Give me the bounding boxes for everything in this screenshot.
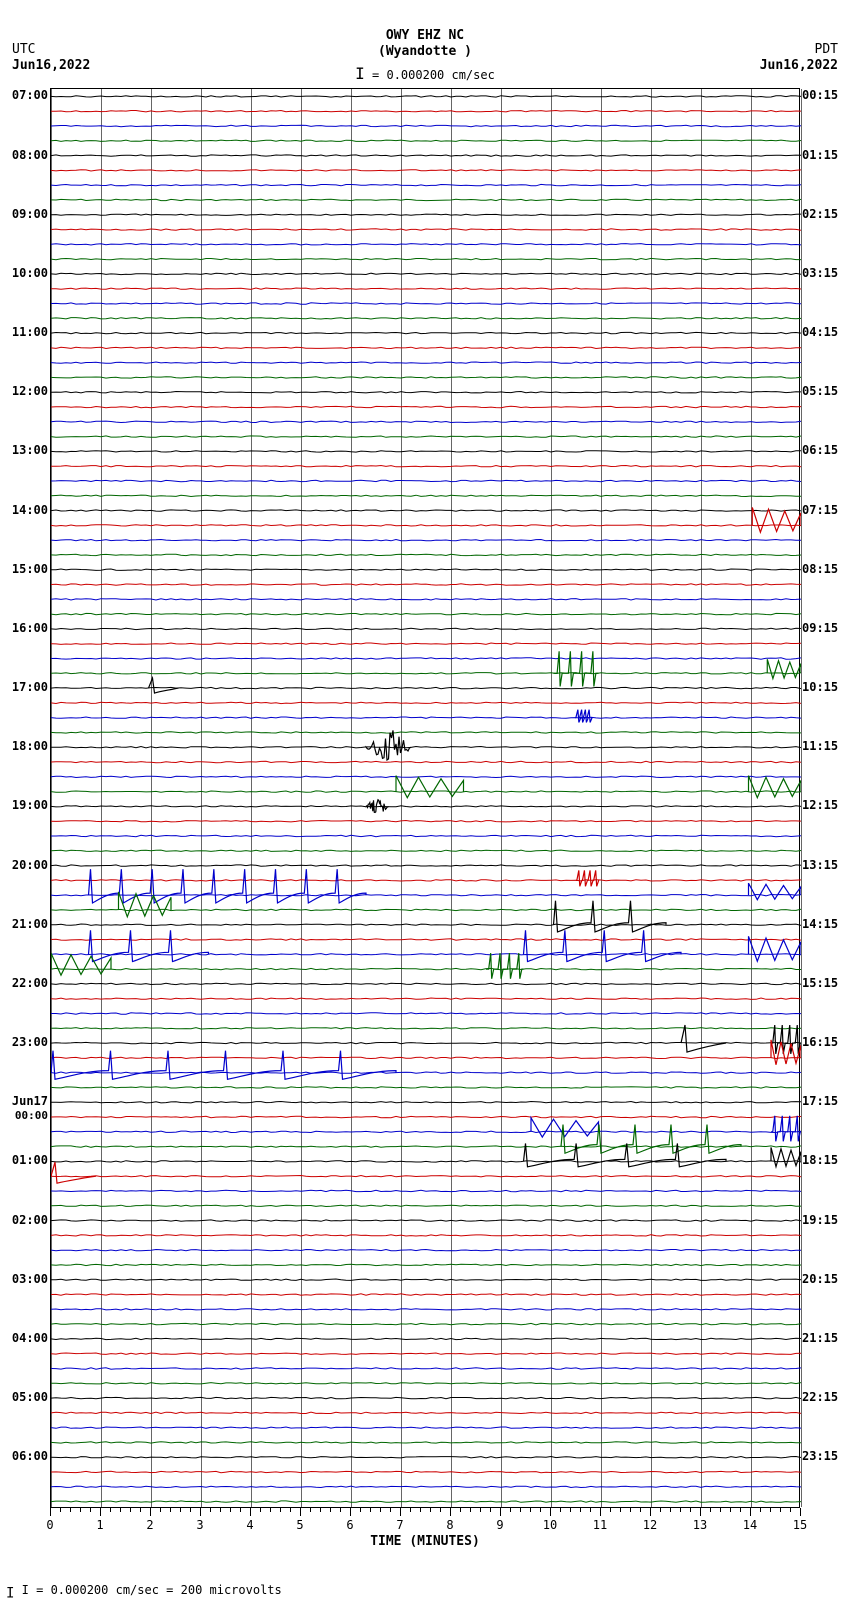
left-time-label: 21:00 [8, 917, 48, 931]
right-time-label: 00:15 [802, 88, 850, 102]
xaxis-tick-label: 1 [96, 1518, 103, 1532]
xaxis-tick-label: 12 [643, 1518, 657, 1532]
left-time-label: 08:00 [8, 148, 48, 162]
left-time-label: 15:00 [8, 562, 48, 576]
xaxis-tick-label: 7 [396, 1518, 403, 1532]
right-time-label: 14:15 [802, 917, 850, 931]
right-time-label: 23:15 [802, 1449, 850, 1463]
scale-glyph: I [355, 64, 365, 83]
left-time-label: 22:00 [8, 976, 48, 990]
right-time-label: 11:15 [802, 739, 850, 753]
right-time-label: 01:15 [802, 148, 850, 162]
right-time-label: 08:15 [802, 562, 850, 576]
right-time-label: 03:15 [802, 266, 850, 280]
footer-scale: I I = 0.000200 cm/sec = 200 microvolts [6, 1583, 282, 1601]
left-time-label: 09:00 [8, 207, 48, 221]
right-time-label: 04:15 [802, 325, 850, 339]
tz-left: UTC [12, 42, 35, 57]
left-time-label: 02:00 [8, 1213, 48, 1227]
xaxis-tick-label: 8 [446, 1518, 453, 1532]
right-time-label: 16:15 [802, 1035, 850, 1049]
right-time-label: 10:15 [802, 680, 850, 694]
left-time-label: 18:00 [8, 739, 48, 753]
xaxis-tick-label: 3 [196, 1518, 203, 1532]
left-time-label: 11:00 [8, 325, 48, 339]
right-time-label: 12:15 [802, 798, 850, 812]
date-right: Jun16,2022 [760, 58, 838, 73]
xaxis-tick-label: 13 [693, 1518, 707, 1532]
tz-right: PDT [815, 42, 838, 57]
left-time-label: 13:00 [8, 443, 48, 457]
scale-glyph-footer: I [6, 1585, 14, 1601]
left-time-label: 06:00 [8, 1449, 48, 1463]
left-time-label: 00:00 [8, 1109, 48, 1122]
xaxis-tick-label: 14 [743, 1518, 757, 1532]
station-name: (Wyandotte ) [0, 44, 850, 59]
right-time-label: 20:15 [802, 1272, 850, 1286]
right-time-label: 17:15 [802, 1094, 850, 1108]
left-time-label: 23:00 [8, 1035, 48, 1049]
scale-header: I = 0.000200 cm/sec [0, 64, 850, 83]
xaxis-tick-label: 0 [46, 1518, 53, 1532]
left-time-label: 01:00 [8, 1153, 48, 1167]
left-time-label: 04:00 [8, 1331, 48, 1345]
right-time-label: 02:15 [802, 207, 850, 221]
xaxis-tick-label: 4 [246, 1518, 253, 1532]
helicorder-plot [50, 88, 800, 1508]
right-time-label: 13:15 [802, 858, 850, 872]
left-time-label: 14:00 [8, 503, 48, 517]
left-time-label: 19:00 [8, 798, 48, 812]
left-time-label: 17:00 [8, 680, 48, 694]
right-time-label: 15:15 [802, 976, 850, 990]
footer-text: I = 0.000200 cm/sec = 200 microvolts [22, 1583, 282, 1597]
station-title: OWY EHZ NC [0, 28, 850, 43]
right-time-label: 09:15 [802, 621, 850, 635]
right-time-label: 05:15 [802, 384, 850, 398]
xaxis-tick-label: 9 [496, 1518, 503, 1532]
xaxis-tick-label: 6 [346, 1518, 353, 1532]
xaxis-title: TIME (MINUTES) [50, 1534, 800, 1549]
date-left: Jun16,2022 [12, 58, 90, 73]
left-time-label: 03:00 [8, 1272, 48, 1286]
right-time-label: 22:15 [802, 1390, 850, 1404]
scale-text: = 0.000200 cm/sec [372, 68, 495, 82]
left-time-label: 12:00 [8, 384, 48, 398]
left-time-label: Jun17 [8, 1094, 48, 1108]
left-time-label: 16:00 [8, 621, 48, 635]
right-time-label: 06:15 [802, 443, 850, 457]
xaxis-tick-label: 5 [296, 1518, 303, 1532]
xaxis-tick-label: 11 [593, 1518, 607, 1532]
left-time-label: 10:00 [8, 266, 48, 280]
right-time-label: 19:15 [802, 1213, 850, 1227]
xaxis-tick-label: 2 [146, 1518, 153, 1532]
right-time-label: 07:15 [802, 503, 850, 517]
xaxis-tick-label: 10 [543, 1518, 557, 1532]
right-time-label: 21:15 [802, 1331, 850, 1345]
right-time-label: 18:15 [802, 1153, 850, 1167]
left-time-label: 05:00 [8, 1390, 48, 1404]
left-time-label: 07:00 [8, 88, 48, 102]
left-time-label: 20:00 [8, 858, 48, 872]
xaxis-tick-label: 15 [793, 1518, 807, 1532]
